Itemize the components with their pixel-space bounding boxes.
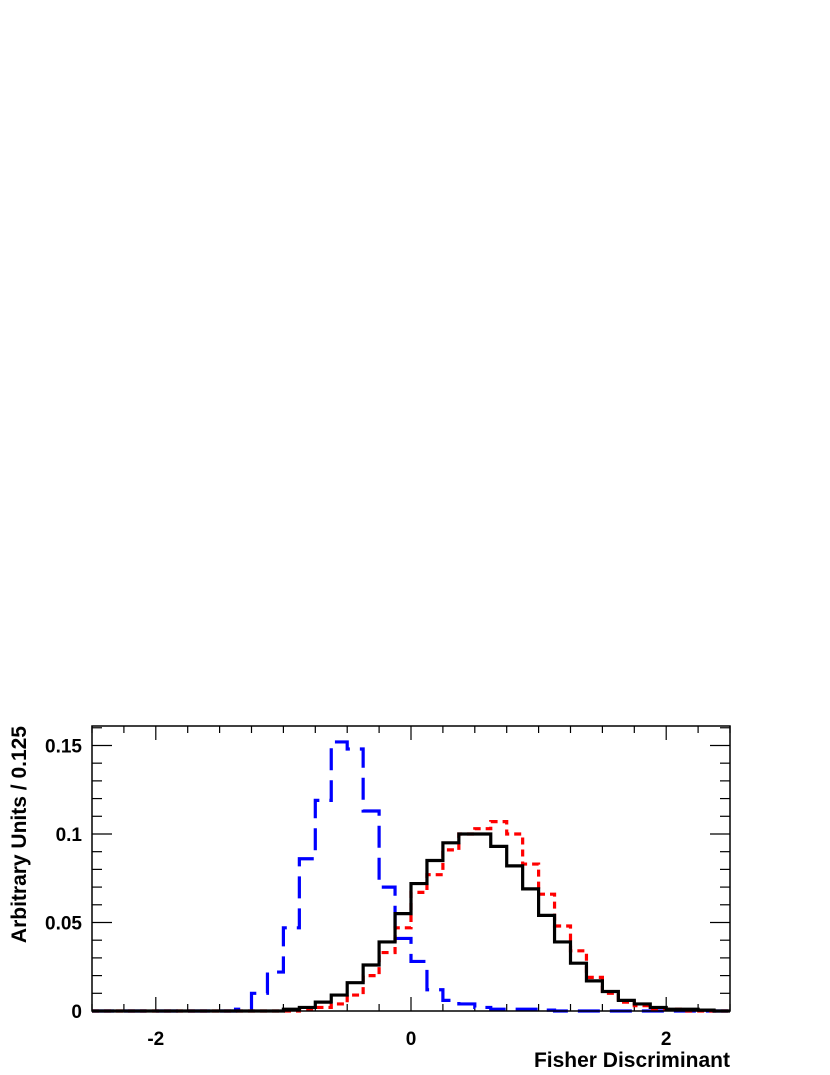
series-dashed-histogram (92, 740, 730, 1013)
axis-ticks (91, 726, 731, 1012)
y-tick-label: 0.05 (45, 913, 82, 934)
y-axis-title: Arbitrary Units / 0.125 (8, 726, 31, 943)
series-solid-histogram (92, 832, 730, 1013)
x-tick-label: 0 (406, 1029, 417, 1050)
x-axis-title: Fisher Discriminant (534, 1049, 730, 1072)
plot-frame (91, 725, 731, 1012)
series-dotted-histogram (92, 819, 730, 1013)
y-tick-label: 0.1 (56, 825, 83, 846)
tick-labels: -2 0 2 0 0.05 0.1 0.15 (45, 736, 671, 1050)
x-tick-label: 2 (661, 1029, 672, 1050)
series-layer (92, 740, 730, 1013)
y-tick-label: 0 (71, 1002, 82, 1023)
x-tick-label: -2 (147, 1029, 164, 1050)
y-tick-label: 0.15 (45, 736, 82, 757)
